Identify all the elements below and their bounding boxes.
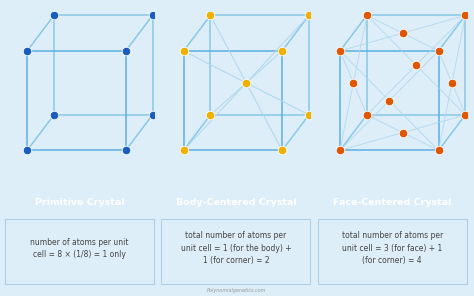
Point (399, 31, 407, 36)
Point (50, 13, 58, 18)
Text: total number of atoms per
unit cell = 1 (for the body) +
1 (for corner) = 2: total number of atoms per unit cell = 1 … (181, 231, 291, 265)
Point (207, 112, 214, 117)
Point (23, 49, 31, 53)
Text: number of atoms per unit
cell = 8 × (1/8) = 1 only: number of atoms per unit cell = 8 × (1/8… (30, 238, 128, 259)
Point (149, 13, 156, 18)
Text: Face-Centered Crystal: Face-Centered Crystal (333, 198, 451, 207)
Point (435, 49, 442, 53)
Point (363, 13, 371, 18)
Point (448, 81, 456, 85)
Point (207, 13, 214, 18)
Text: Primitive Crystal: Primitive Crystal (35, 198, 124, 207)
Point (305, 13, 313, 18)
Point (385, 98, 393, 103)
Point (122, 49, 129, 53)
Point (462, 13, 469, 18)
Point (350, 81, 357, 85)
Text: total number of atoms per
unit cell = 3 (for face) + 1
(for corner) = 4: total number of atoms per unit cell = 3 … (342, 231, 443, 265)
Point (278, 148, 286, 153)
Point (278, 49, 286, 53)
Point (336, 148, 344, 153)
Point (435, 148, 442, 153)
Point (336, 49, 344, 53)
Point (23, 148, 31, 153)
Text: Polynomialgenetics.com: Polynomialgenetics.com (207, 288, 267, 293)
Point (412, 63, 420, 67)
Point (243, 81, 250, 85)
Point (50, 112, 58, 117)
Point (363, 112, 371, 117)
Point (305, 112, 313, 117)
Point (462, 112, 469, 117)
Point (399, 130, 407, 135)
Text: Body-Centered Crystal: Body-Centered Crystal (175, 198, 296, 207)
Point (122, 148, 129, 153)
Point (180, 49, 187, 53)
Point (149, 112, 156, 117)
Point (180, 148, 187, 153)
